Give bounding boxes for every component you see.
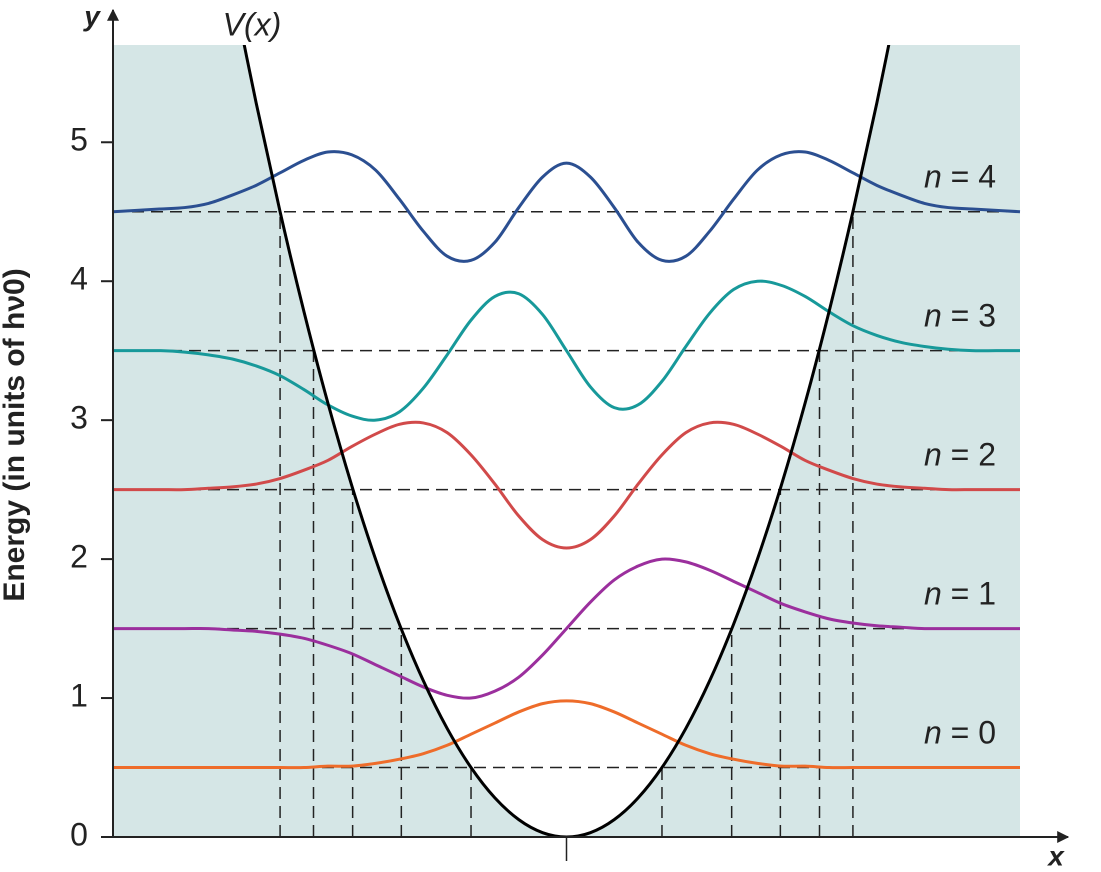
axis-title: Energy (in units of hν0) [0, 268, 31, 601]
level-label-rest: = 3 [942, 298, 996, 334]
wavefunction [112, 150, 1021, 263]
level-label: n = 1 [924, 576, 996, 612]
plot-layer: n = 0n = 1n = 2n = 3n = 4 [112, 45, 1021, 838]
wavefunction [113, 557, 1020, 700]
level-label: n = 3 [924, 298, 996, 334]
level-label-n: n [924, 159, 942, 195]
level-label: n = 0 [924, 715, 996, 751]
y-tick-label: 5 [70, 122, 88, 158]
level-label-n: n [924, 715, 942, 751]
level-label: n = 4 [924, 159, 996, 195]
level-label-rest: = 4 [942, 159, 996, 195]
level-label: n = 2 [924, 437, 996, 473]
level-label-rest: = 2 [942, 437, 996, 473]
y-tick-label: 2 [70, 539, 88, 575]
level-label-n: n [924, 576, 942, 612]
level-label-n: n [924, 298, 942, 334]
y-tick-label: 4 [70, 261, 88, 297]
wavefunction [113, 279, 1020, 422]
level-label-rest: = 0 [942, 715, 996, 751]
y-tick-label: 3 [70, 400, 88, 436]
wavefunction [112, 420, 1020, 550]
y-axis-label: y [82, 0, 101, 31]
y-tick-label: 1 [70, 678, 88, 714]
wavefunction [113, 699, 1020, 770]
x-axis-label: x [1046, 840, 1065, 871]
potential-label: V(x) [223, 6, 282, 42]
level-label-n: n [924, 437, 942, 473]
y-tick-label: 0 [70, 816, 88, 852]
level-label-rest: = 1 [942, 576, 996, 612]
